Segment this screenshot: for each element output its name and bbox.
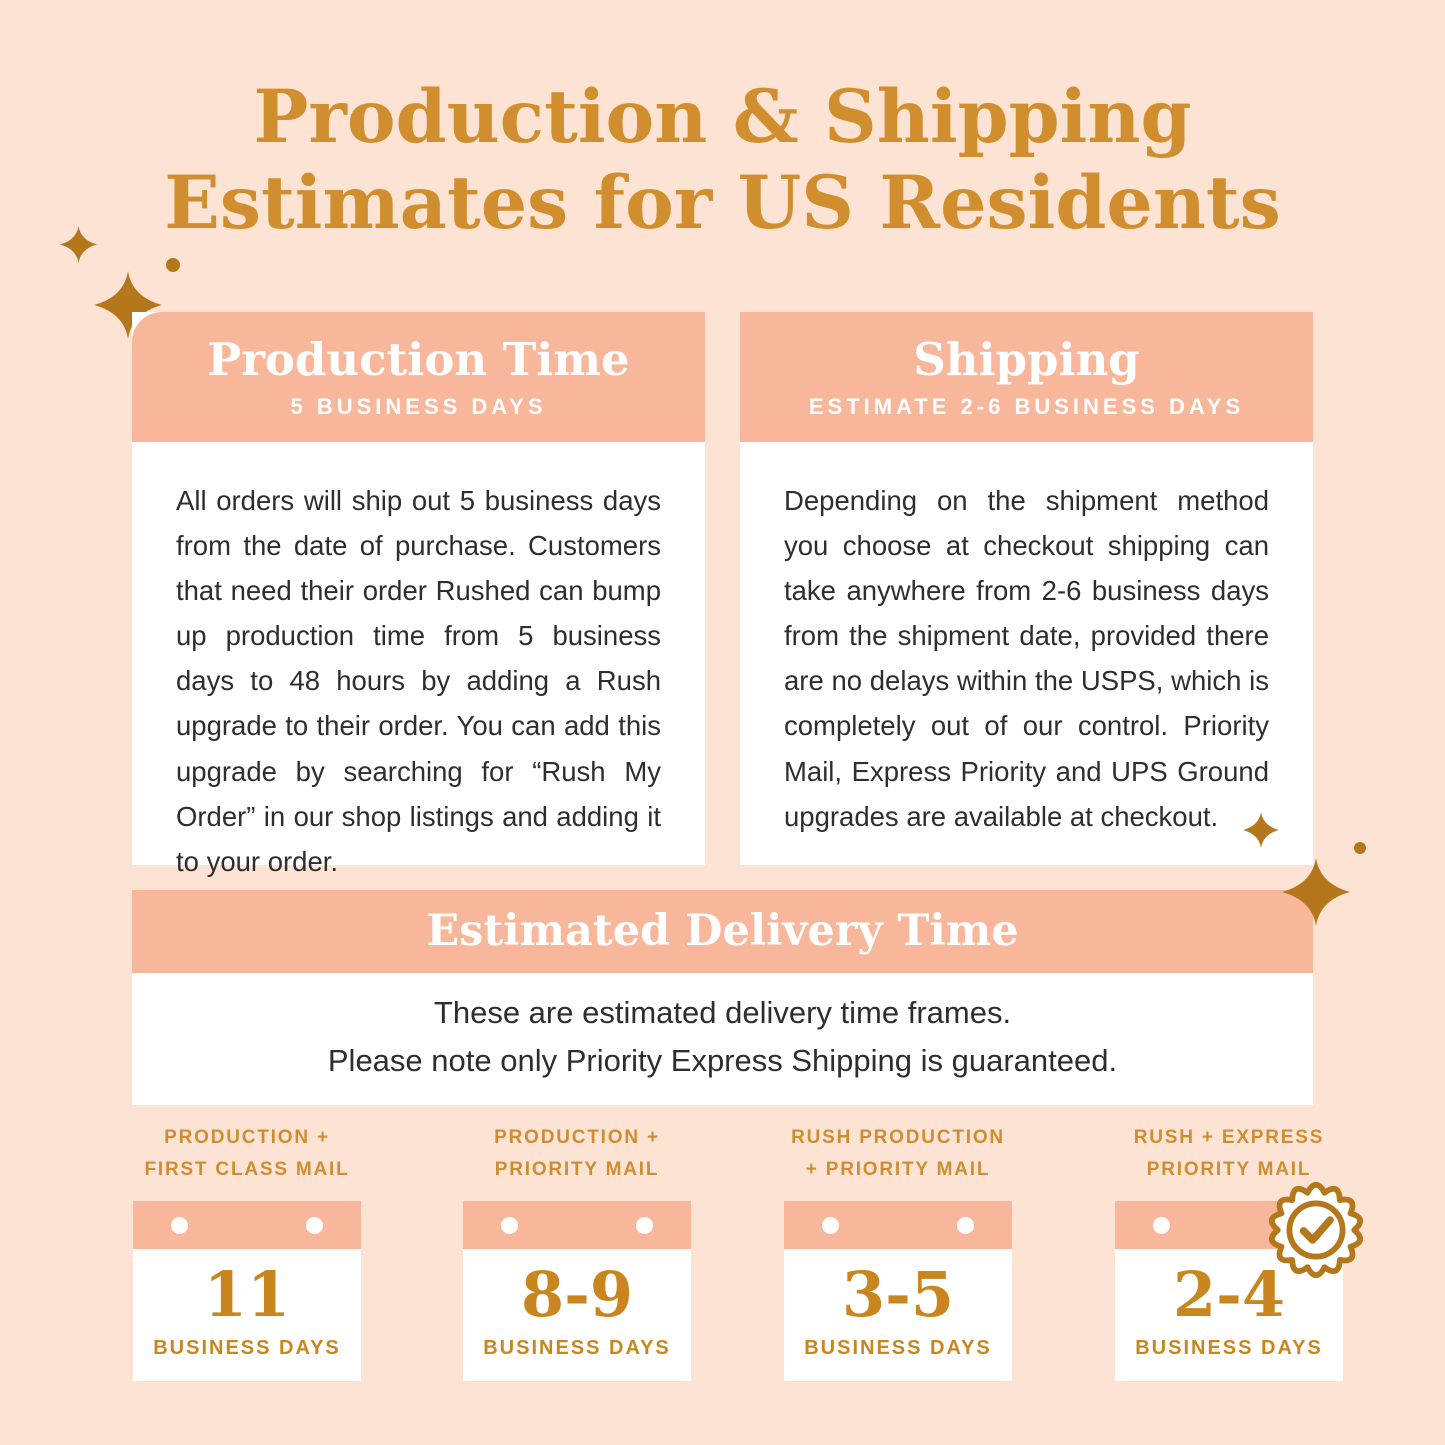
days-value: 2-4 xyxy=(1172,1257,1285,1331)
calendar-body: 3-5 BUSINESS DAYS xyxy=(784,1248,1012,1381)
production-time-card: Production Time 5 BUSINESS DAYS All orde… xyxy=(132,312,705,877)
estimate-label: PRODUCTION + PRIORITY MAIL xyxy=(417,1122,737,1187)
estimate-label-line-1: RUSH + EXPRESS xyxy=(1133,1127,1325,1148)
sparkle-icon xyxy=(1282,854,1350,930)
estimate-label: PRODUCTION + FIRST CLASS MAIL xyxy=(87,1122,407,1187)
shipping-card: Shipping ESTIMATE 2-6 BUSINESS DAYS Depe… xyxy=(740,312,1313,865)
calendar-body: 8-9 BUSINESS DAYS xyxy=(463,1248,691,1381)
estimate-column-rush-express: RUSH + EXPRESS PRIORITY MAIL 2-4 BUSINES… xyxy=(1069,1122,1389,1381)
days-value: 8-9 xyxy=(520,1257,633,1331)
shipping-card-body-text: Depending on the shipment method you cho… xyxy=(784,485,1269,832)
sparkle-icon xyxy=(60,224,97,265)
estimate-label: RUSH + EXPRESS PRIORITY MAIL xyxy=(1069,1122,1389,1187)
business-days-label: BUSINESS DAYS xyxy=(153,1336,341,1359)
estimate-column-priority: PRODUCTION + PRIORITY MAIL 8-9 BUSINESS … xyxy=(417,1122,737,1381)
calendar-ring-hole xyxy=(501,1216,518,1234)
estimate-label-line-2: FIRST CLASS MAIL xyxy=(144,1159,350,1181)
page-title-line-2: Estimates for US Residents xyxy=(164,160,1281,247)
delivery-note-line-2: Please note only Priority Express Shippi… xyxy=(327,1043,1118,1079)
days-value: 3-5 xyxy=(841,1257,954,1331)
calendar-ring-hole xyxy=(822,1216,839,1234)
business-days-label: BUSINESS DAYS xyxy=(804,1336,992,1359)
checkmark-icon xyxy=(1299,1216,1334,1244)
calendar-ring-hole xyxy=(1153,1216,1170,1234)
sparkle-icon xyxy=(94,268,162,342)
business-days-label: BUSINESS DAYS xyxy=(483,1336,671,1359)
shipping-card-subtitle: ESTIMATE 2-6 BUSINESS DAYS xyxy=(808,393,1245,419)
production-card-subtitle: 5 BUSINESS DAYS xyxy=(290,393,547,419)
page-title-line-1: Production & Shipping xyxy=(253,74,1192,160)
dot-icon xyxy=(1354,842,1366,854)
estimate-label-line-1: PRODUCTION + xyxy=(494,1127,660,1148)
estimate-label-line-1: RUSH PRODUCTION xyxy=(791,1127,1005,1148)
calendar-ring-hole xyxy=(306,1216,323,1234)
production-card-body-text: All orders will ship out 5 business days… xyxy=(176,485,661,877)
estimated-delivery-title: Estimated Delivery Time xyxy=(132,890,1313,973)
calendar-header xyxy=(133,1200,361,1249)
delivery-note-line-1: These are estimated delivery time frames… xyxy=(433,995,1012,1030)
calendar-ring-hole xyxy=(636,1216,653,1234)
estimate-label-line-1: PRODUCTION + xyxy=(164,1127,330,1148)
calendar-body: 11 BUSINESS DAYS xyxy=(133,1248,361,1381)
calendar-ring-hole xyxy=(171,1216,188,1234)
business-days-label: BUSINESS DAYS xyxy=(1135,1336,1323,1359)
estimate-label: RUSH PRODUCTION + PRIORITY MAIL xyxy=(738,1122,1058,1187)
estimate-column-rush-priority: RUSH PRODUCTION + PRIORITY MAIL 3-5 BUSI… xyxy=(738,1122,1058,1381)
calendar-header xyxy=(784,1200,1012,1249)
dot-icon xyxy=(166,258,180,272)
days-value: 11 xyxy=(203,1257,291,1331)
calendar-ring-hole xyxy=(957,1216,974,1234)
estimate-label-line-2: + PRIORITY MAIL xyxy=(805,1159,991,1181)
check-seal-icon xyxy=(1262,1176,1370,1284)
calendar-header xyxy=(463,1200,691,1249)
estimate-label-line-2: PRIORITY MAIL xyxy=(494,1159,660,1181)
shipping-card-title: Shipping xyxy=(913,333,1140,386)
sparkle-icon xyxy=(1243,810,1279,850)
page-title: Production & Shipping Estimates for US R… xyxy=(0,74,1445,246)
calendar-icon: 3-5 BUSINESS DAYS xyxy=(784,1200,1012,1381)
calendar-body: 2-4 BUSINESS DAYS xyxy=(1115,1248,1343,1381)
calendar-icon: 8-9 BUSINESS DAYS xyxy=(463,1200,691,1381)
calendar-icon: 2-4 BUSINESS DAYS xyxy=(1115,1200,1343,1381)
calendar-icon: 11 BUSINESS DAYS xyxy=(133,1200,361,1381)
estimated-delivery-note: These are estimated delivery time frames… xyxy=(132,973,1313,1105)
production-card-title: Production Time xyxy=(207,333,630,386)
estimate-column-first-class: PRODUCTION + FIRST CLASS MAIL 11 BUSINES… xyxy=(87,1122,407,1381)
production-card-header: Production Time 5 BUSINESS DAYS xyxy=(132,312,705,442)
estimated-delivery-banner: Estimated Delivery Time These are estima… xyxy=(132,890,1313,1105)
estimate-label-line-2: PRIORITY MAIL xyxy=(1146,1159,1312,1181)
shipping-card-header: Shipping ESTIMATE 2-6 BUSINESS DAYS xyxy=(740,312,1313,442)
